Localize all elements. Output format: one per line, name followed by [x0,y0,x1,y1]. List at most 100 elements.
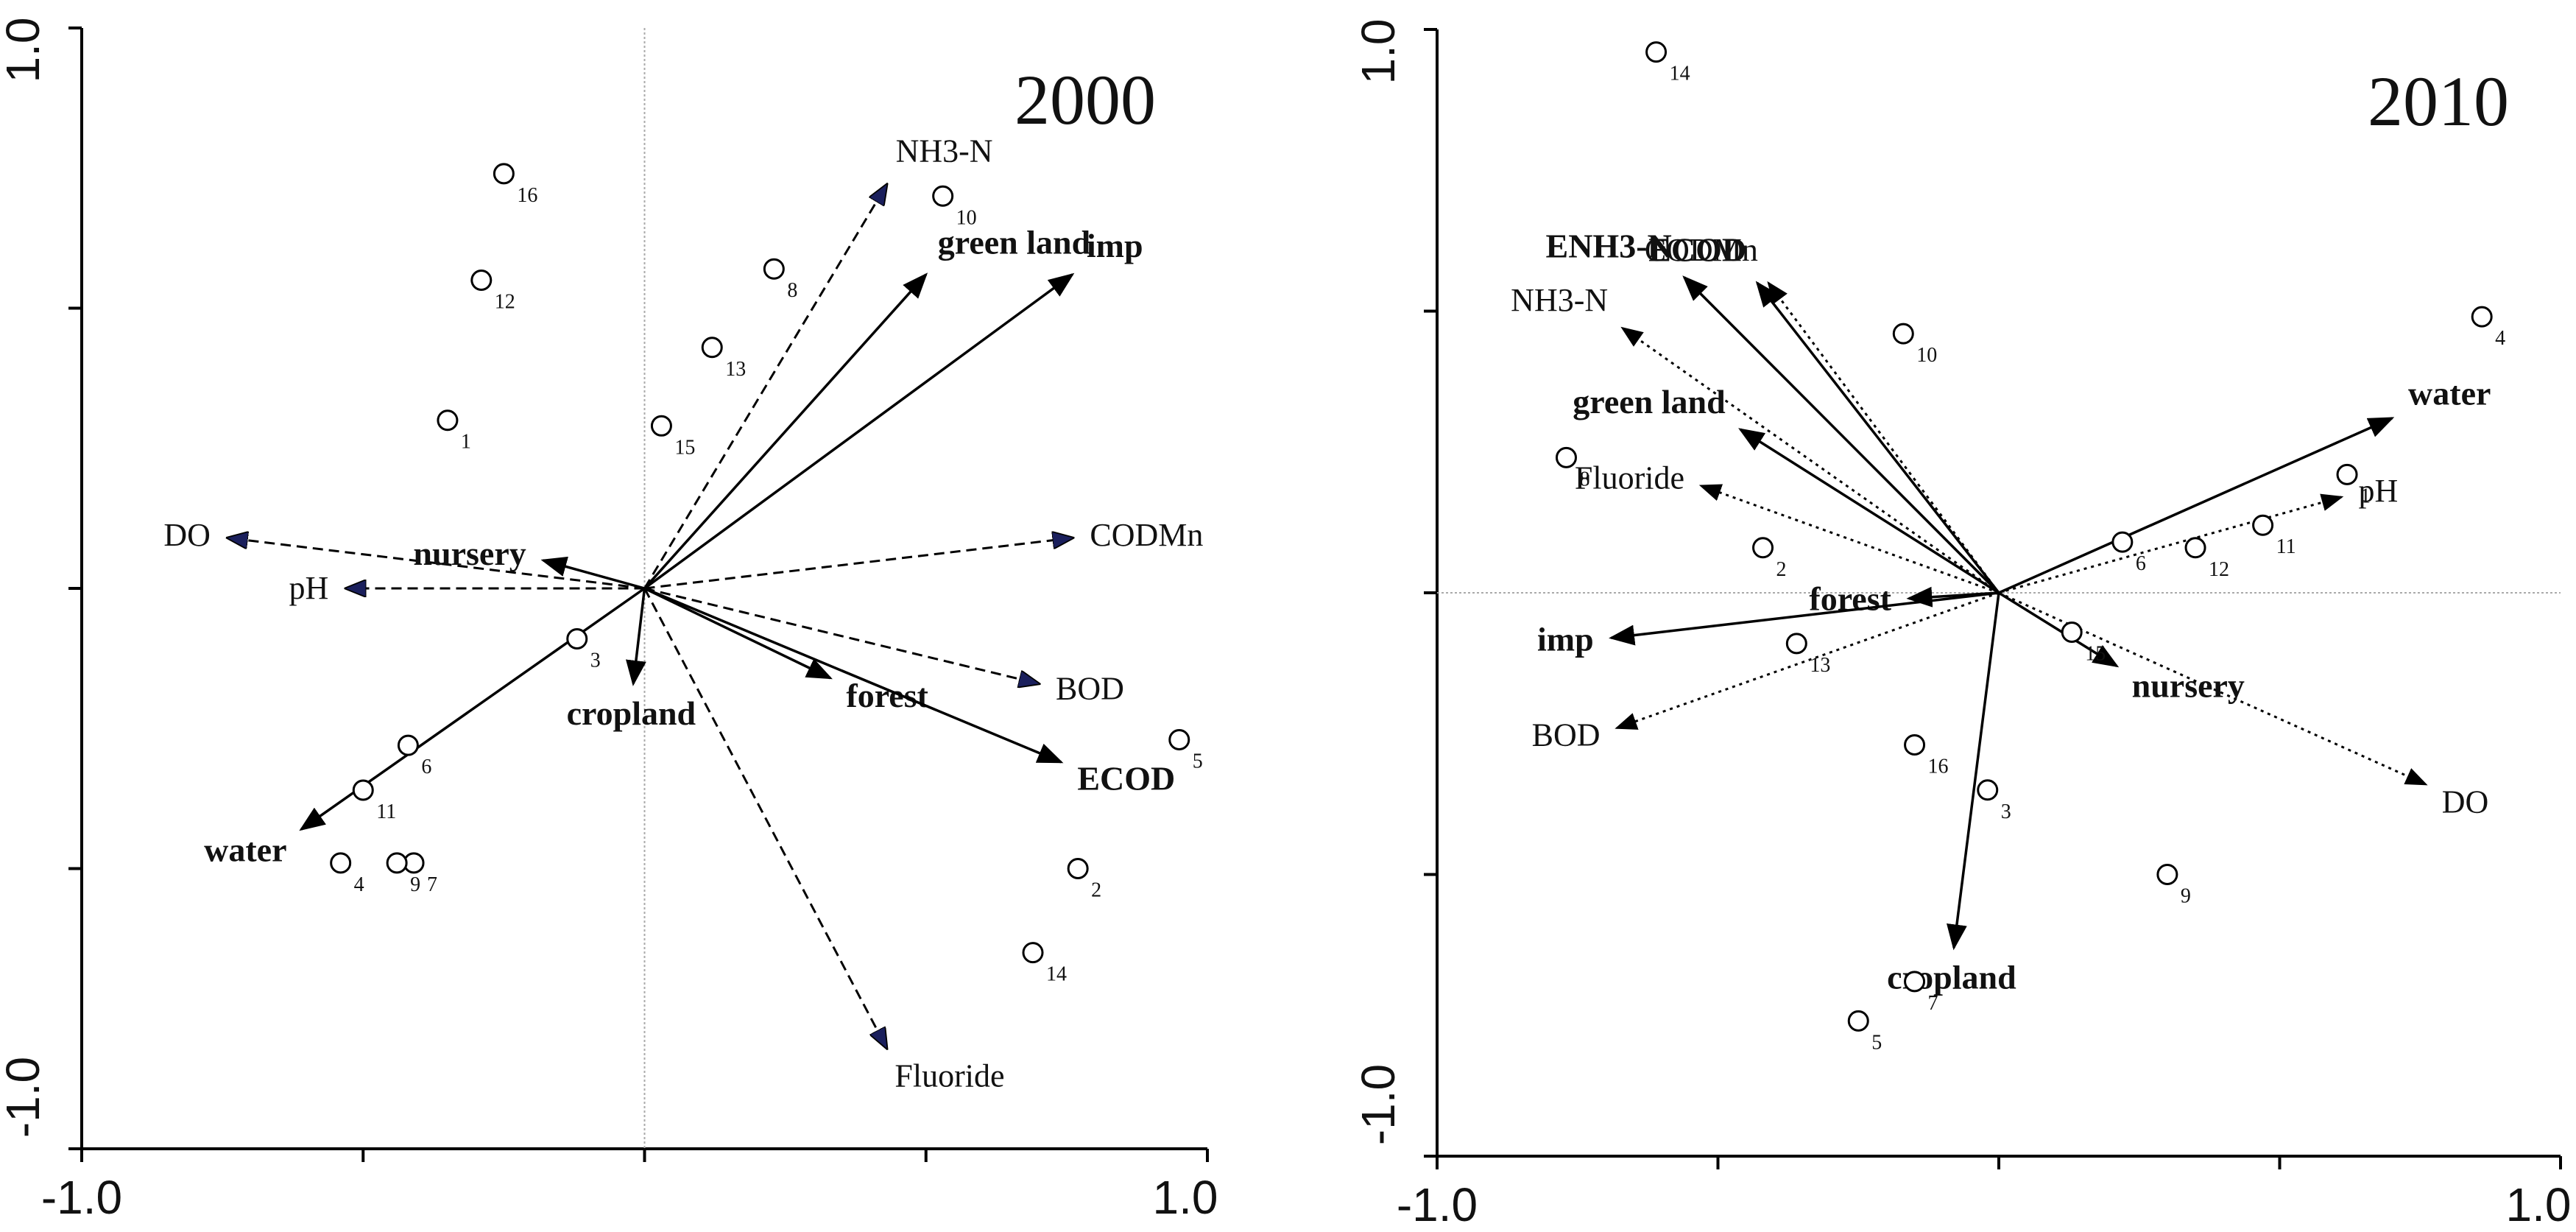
vector-label-do: DO [163,517,211,553]
site-label-13: 13 [725,358,746,381]
vector-label-ph: pH [289,570,329,606]
y-tick-label-top: 1.0 [1352,19,1405,85]
vector-label-do: DO [2442,784,2489,820]
vector-label-forest: forest [846,677,928,714]
vector-label-water: water [204,831,286,868]
vector-enh3-n [1682,275,2000,594]
site-label-2: 2 [1776,558,1787,581]
site-point-8 [1555,446,1577,468]
year-label: 2000 [1014,60,1156,139]
site-point-8 [763,258,785,280]
site-label-12: 12 [2209,558,2229,581]
vector-label-nh3-n: NH3-N [1511,282,1608,318]
y-tick-label-top: 1.0 [0,18,49,83]
vector-label-forest: forest [1809,580,1891,618]
site-label-13: 13 [1810,654,1830,677]
site-label-9: 9 [410,873,420,896]
site-point-2 [1752,537,1774,559]
vector-label-cropland: cropland [567,694,696,732]
site-point-1 [2336,463,2358,485]
vector-label-nursery: nursery [413,535,526,572]
vector-label-fluoride: Fluoride [1575,460,1684,496]
vector-codmn [1767,281,2000,594]
vector-green-land [1738,428,2000,594]
vector-bod [644,587,1039,683]
site-label-14: 14 [1046,963,1067,986]
site-label-6: 6 [421,756,431,778]
site-label-15: 15 [674,436,695,459]
site-point-13 [1785,633,1807,655]
year-label: 2010 [2368,62,2509,141]
site-label-3: 3 [590,649,601,672]
site-label-11: 11 [376,800,396,823]
site-point-12 [470,269,493,291]
site-point-12 [2184,537,2206,559]
site-label-12: 12 [495,290,515,313]
vector-nh3-n [643,185,887,589]
site-point-11 [352,779,374,801]
site-point-1 [437,409,459,432]
site-label-10: 10 [1916,344,1937,367]
site-label-8: 8 [1579,468,1589,490]
site-label-1: 1 [2360,485,2371,507]
vector-label-nursery: nursery [2132,666,2245,704]
site-point-13 [701,337,723,359]
site-point-9 [2156,864,2178,885]
x-tick-label-left: -1.0 [1397,1178,1478,1231]
site-point-4 [2471,306,2493,328]
site-label-7: 7 [1928,992,1938,1015]
site-label-15: 15 [2085,643,2106,666]
biplot-2000: 1.0 -1.0 -1.0 1.0 2000 NH3-N CODMn DO pH BOD Fluor… [0,18,1218,1224]
vector-nursery [540,556,645,590]
site-point-11 [2252,514,2274,536]
site-label-5: 5 [1871,1031,1882,1054]
site-point-4 [330,852,352,874]
site-label-16: 16 [1928,756,1949,778]
vector-ecod [643,587,1064,764]
site-label-9: 9 [2181,885,2191,908]
site-point-5 [1168,728,1190,750]
site-point-14 [1022,942,1044,964]
vector-nursery [1998,591,2120,668]
vector-water [1998,417,2395,594]
x-tick-label-left: -1.0 [41,1171,122,1224]
vector-label-codmn: CODMn [1090,517,1203,553]
site-label-4: 4 [2495,327,2505,350]
vector-label-bod: BOD [1532,717,1601,753]
vector-codmn [644,538,1073,590]
vector-green-land [643,272,928,590]
vector-label-imp: imp [1537,621,1594,658]
vector-label-water: water [2408,375,2491,412]
vector-label-ph: pH [2359,473,2399,509]
vector-label-fluoride: Fluoride [894,1058,1004,1094]
vector-do [228,538,645,590]
vector-label-green-land: green land [1573,383,1726,420]
site-point-3 [1977,779,1999,801]
site-label-7: 7 [427,873,437,896]
vector-label-imp: imp [1087,227,1143,264]
site-point-15 [650,415,672,437]
site-point-6 [2111,531,2134,553]
vector-ecod [1755,281,2000,594]
vector-label-ecod: ECOD [1648,231,1746,269]
site-point-3 [566,627,588,650]
vector-label-enh3-n: ENH3-N [1546,227,1672,264]
site-label-6: 6 [2136,552,2146,575]
vector-bod [1615,591,2000,730]
x-tick-label-right: 1.0 [2506,1178,2572,1231]
site-point-2 [1067,858,1089,879]
vector-imp [1609,591,2000,646]
vector-forest [643,587,833,680]
y-tick-label-bottom: -1.0 [0,1057,49,1138]
site-point-15 [2061,622,2083,644]
site-label-8: 8 [787,279,797,302]
site-label-11: 11 [2276,535,2296,558]
y-tick-label-bottom: -1.0 [1352,1064,1405,1145]
vector-label-nh3-n: NH3-N [896,133,993,169]
vector-cropland [626,588,646,686]
site-label-2: 2 [1091,879,1101,902]
vector-fluoride [1698,484,2000,594]
site-label-3: 3 [2001,800,2011,823]
site-point-6 [397,734,419,756]
vector-label-ecod: ECOD [1077,759,1175,797]
